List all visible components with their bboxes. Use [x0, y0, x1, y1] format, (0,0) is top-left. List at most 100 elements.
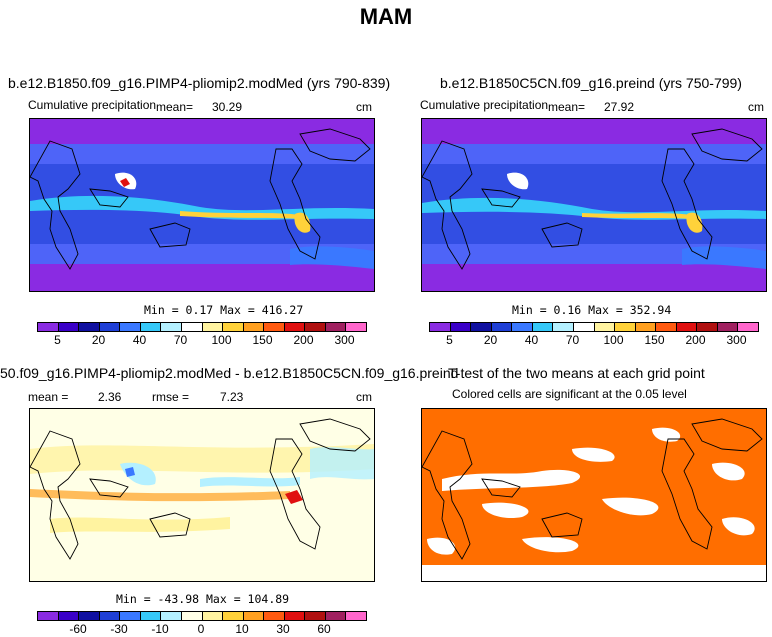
panel2-title: b.e12.B1850C5CN.f09_g16.preind (yrs 750-… [440, 75, 742, 91]
colorbar-swatch [181, 323, 203, 331]
colorbar-tick-label: 200 [293, 333, 314, 347]
colorbar-swatch [264, 323, 285, 331]
colorbar-swatch [512, 323, 533, 331]
panel3-colorbar [37, 611, 367, 621]
panel1-map [29, 118, 375, 292]
colorbar-tick-label: 100 [603, 333, 624, 347]
colorbar-swatch [656, 323, 677, 331]
panel2-variable: Cumulative precipitation [420, 98, 549, 112]
panel3-units: cm [356, 390, 372, 404]
colorbar-swatch [430, 323, 451, 331]
colorbar-tick-label: 150 [644, 333, 665, 347]
colorbar-swatch [223, 612, 244, 620]
colorbar-tick-label: 100 [211, 333, 232, 347]
colorbar-swatch [450, 323, 472, 331]
panel2-mean-label: mean= [548, 100, 586, 114]
colorbar-swatch [491, 323, 513, 331]
panel3-rmse-label: rmse = [152, 390, 190, 404]
colorbar-tick-label: 70 [565, 333, 580, 347]
colorbar-tick-label: 5 [54, 333, 61, 347]
panel4-map [421, 408, 767, 582]
colorbar-swatch [615, 323, 636, 331]
colorbar-swatch [161, 612, 182, 620]
colorbar-swatch [573, 323, 595, 331]
colorbar-swatch [243, 323, 265, 331]
colorbar-swatch [38, 612, 59, 620]
colorbar-tick-label: 40 [524, 333, 539, 347]
panel1-variable: Cumulative precipitation [28, 98, 157, 112]
panel1-mean-label: mean= [156, 100, 194, 114]
panel3-title: 50.f09_g16.PIMP4-pliomip2.modMed - b.e12… [0, 365, 459, 381]
colorbar-swatch [594, 323, 616, 331]
panel2-mean-value: 27.92 [604, 100, 635, 114]
colorbar-tick-label: 10 [235, 622, 249, 636]
colorbar-swatch [553, 323, 574, 331]
colorbar-swatch [99, 612, 121, 620]
colorbar-swatch [284, 612, 306, 620]
colorbar-tick-label: 20 [91, 333, 106, 347]
colorbar-tick-label: -10 [151, 622, 169, 636]
colorbar-tick-label: 150 [252, 333, 273, 347]
colorbar-swatch [140, 323, 162, 331]
colorbar-swatch [346, 323, 366, 331]
panel1-colorbar [37, 322, 367, 332]
colorbar-swatch [58, 612, 80, 620]
colorbar-swatch [120, 323, 141, 331]
colorbar-tick-label: 200 [685, 333, 706, 347]
colorbar-swatch [181, 612, 203, 620]
colorbar-swatch [38, 323, 59, 331]
colorbar-swatch [532, 323, 554, 331]
colorbar-swatch [717, 323, 739, 331]
panel1-mean-value: 30.29 [212, 100, 243, 114]
colorbar-swatch [202, 323, 224, 331]
panel2-minmax: Min = 0.16 Max = 352.94 [512, 303, 672, 317]
colorbar-tick-label: 20 [483, 333, 498, 347]
panel3-mean-value: 2.36 [98, 390, 122, 404]
colorbar-swatch [635, 323, 657, 331]
colorbar-swatch [79, 323, 100, 331]
colorbar-swatch [284, 323, 306, 331]
figure-title: MAM [359, 4, 413, 29]
panel2-map [421, 118, 767, 292]
colorbar-swatch [58, 323, 80, 331]
colorbar-swatch [305, 323, 326, 331]
colorbar-swatch [346, 612, 366, 620]
colorbar-tick-label: 30 [276, 622, 290, 636]
colorbar-swatch [264, 612, 285, 620]
colorbar-swatch [120, 612, 141, 620]
panel2-units: cm [748, 100, 764, 114]
colorbar-tick-label: 0 [197, 622, 205, 636]
panel3-minmax: Min = -43.98 Max = 104.89 [116, 592, 290, 606]
colorbar-swatch [79, 612, 100, 620]
colorbar-swatch [243, 612, 265, 620]
panel1-units: cm [356, 100, 372, 114]
colorbar-swatch [223, 323, 244, 331]
colorbar-tick-label: 300 [334, 333, 355, 347]
colorbar-swatch [738, 323, 758, 331]
colorbar-tick-label: 5 [446, 333, 453, 347]
colorbar-swatch [202, 612, 224, 620]
colorbar-tick-label: 60 [317, 622, 331, 636]
colorbar-tick-label: -30 [110, 622, 128, 636]
panel4-subtitle: Colored cells are significant at the 0.0… [452, 387, 687, 401]
colorbar-swatch [325, 323, 347, 331]
panel3-map [29, 408, 375, 582]
colorbar-swatch [471, 323, 492, 331]
panel2-colorbar [429, 322, 759, 332]
colorbar-swatch [140, 612, 162, 620]
colorbar-swatch [697, 323, 718, 331]
colorbar-tick-label: -60 [69, 622, 87, 636]
panel3-mean-label: mean = [28, 390, 69, 404]
panel1-minmax: Min = 0.17 Max = 416.27 [144, 303, 304, 317]
colorbar-tick-label: 40 [132, 333, 147, 347]
colorbar-swatch [676, 323, 698, 331]
panel4-title: T-test of the two means at each grid poi… [448, 365, 705, 381]
colorbar-swatch [325, 612, 347, 620]
colorbar-tick-label: 300 [726, 333, 747, 347]
colorbar-tick-label: 70 [173, 333, 188, 347]
colorbar-swatch [99, 323, 121, 331]
colorbar-swatch [305, 612, 326, 620]
panel3-rmse-value: 7.23 [220, 390, 244, 404]
panel1-title: b.e12.B1850.f09_g16.PIMP4-pliomip2.modMe… [8, 75, 391, 91]
colorbar-swatch [161, 323, 182, 331]
